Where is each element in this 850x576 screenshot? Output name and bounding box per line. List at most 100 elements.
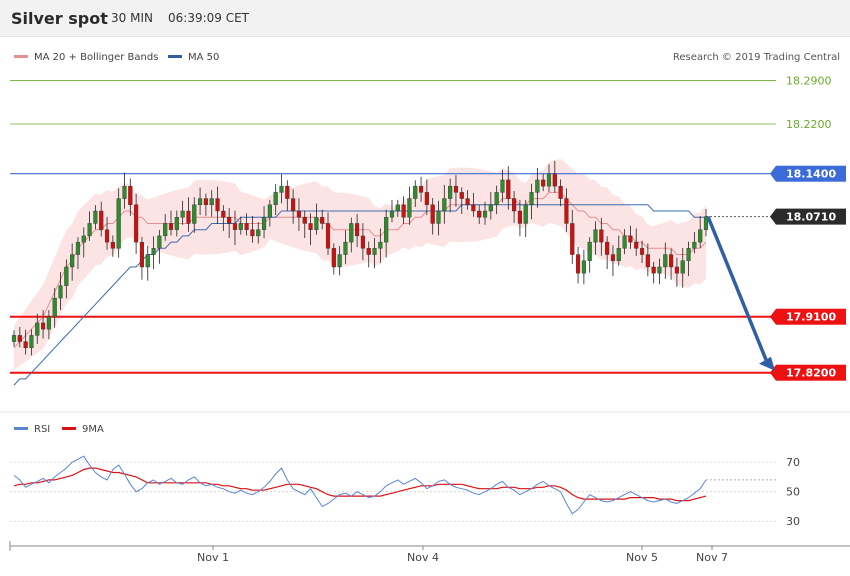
candle-body [488,204,493,212]
candle-body [401,204,406,218]
candle-body [99,210,104,230]
candle-body [145,254,150,268]
candle-body [349,223,354,243]
candle-body [221,210,226,218]
ma20-line [13,191,707,349]
candle-body [308,223,313,230]
candle-body [436,210,441,224]
candle-body [331,248,336,268]
candle-body [616,248,621,261]
candle-body [471,204,476,212]
candle-body [500,179,505,193]
time-axis-label: Nov 1 [197,551,229,564]
candle-body [29,335,34,349]
candle-body [517,210,523,224]
candle-body [174,217,179,230]
candle-body [40,322,46,330]
candle-body [64,266,69,286]
candle-body [244,223,249,230]
candle-body [325,223,331,249]
candle-body [168,223,174,230]
candle-body [628,235,633,243]
level-tag-tip-2 [770,165,776,182]
level-tag-4 [776,308,846,325]
candle-body [116,198,121,249]
candle-body [389,210,395,218]
candle-body [81,235,86,243]
timeframe-label[interactable]: 30 MIN [111,11,153,25]
legend-rsi-label: RSI [34,424,51,435]
rsi-tick-label: 50 [786,486,800,499]
level-tag-tip-4 [770,308,776,325]
candle-body [267,204,272,218]
candle-body [593,229,598,243]
candle-body [494,192,499,205]
rsi-tick-label: 70 [786,456,800,469]
ma20-swatch [14,54,28,58]
candle-body [442,198,447,212]
candle-body [418,185,424,193]
legend-9ma-label: 9MA [82,424,104,435]
instrument-title: Silver spot [11,9,108,28]
candle-body [186,210,191,224]
candle-body [645,254,650,268]
candle-body [459,192,464,199]
candle-body [157,235,162,249]
ma50-line [13,204,706,386]
candle-body [581,260,586,274]
candle-body [291,198,296,212]
candle-body [110,241,115,249]
legend-ma50-label: MA 50 [188,52,220,63]
legend-rsi: RSI [14,424,50,435]
level-label-5: 17.8200 [786,367,836,380]
candle-body [448,185,453,199]
candle-body [360,235,365,249]
candle-body [651,266,656,274]
candle-body [285,185,290,199]
candle-body [366,248,371,255]
candle-body [227,217,232,224]
time-axis-label: Nov 5 [626,551,658,564]
candle-body [657,266,662,274]
candle-body [151,248,156,255]
9ma-swatch [62,426,76,430]
candle-body [11,335,17,342]
header-bar: Silver spot 30 MIN 06:39:09 CET [0,0,850,37]
candle-body [261,217,267,230]
rsi-swatch [14,426,28,430]
candle-body [337,254,342,268]
level-tag-2 [776,165,846,182]
candle-body [663,254,668,268]
projection-arrow [706,215,770,366]
candle-body [564,198,569,224]
candle-body [93,210,98,224]
candle-body [256,229,261,237]
candle-body [23,341,28,349]
candle-body [599,229,604,243]
level-label-3: 18.0710 [786,211,836,224]
candle-body [104,229,110,243]
candle-body [703,216,709,230]
candle-body [378,241,383,249]
candle-body [75,241,81,255]
level-label-0: 18.2900 [786,74,832,87]
candle-body [279,185,284,193]
legend-ma20: MA 20 + Bollinger Bands [14,52,158,63]
candle-body [35,322,40,336]
candle-body [180,210,185,218]
candle-body [430,204,435,224]
candle-body [128,185,133,206]
candle-body [541,179,546,187]
candle-body [215,198,220,212]
candle-body [477,210,482,218]
candle-body [465,198,470,205]
candle-body [482,210,488,218]
candle-body [273,192,278,205]
candle-body [46,316,51,330]
candle-body [139,241,145,268]
candle-body [669,254,674,268]
bollinger-band [14,158,706,370]
candle-body [610,254,616,261]
candle-body [634,241,639,249]
